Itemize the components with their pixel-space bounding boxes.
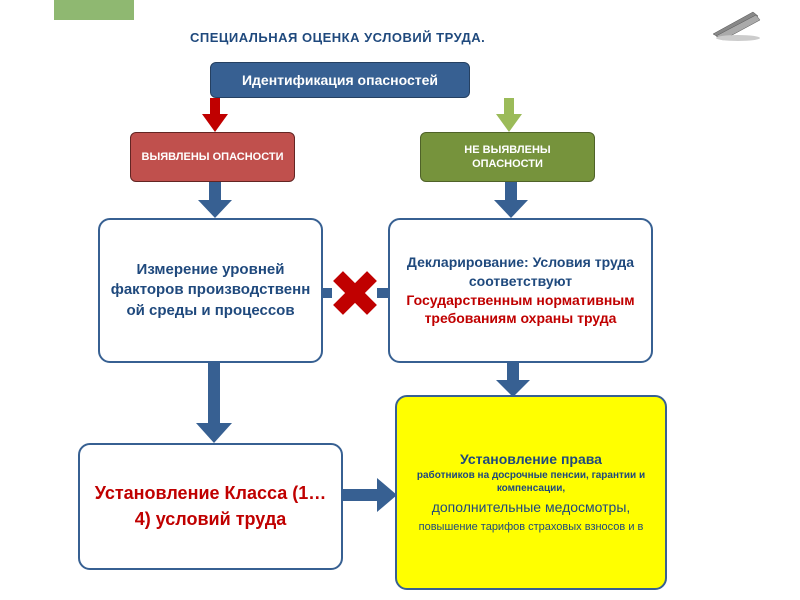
measure-text: Измерение уровней факторов производствен… bbox=[110, 260, 311, 321]
class-text: Установление Класса (1…4) условий труда bbox=[90, 481, 331, 531]
page-title: СПЕЦИАЛЬНАЯ ОЦЕНКА УСЛОВИЙ ТРУДА. bbox=[190, 30, 485, 45]
rights-title: Установление права bbox=[460, 451, 602, 469]
declare-bottom-text: Государственным нормативным требованиям … bbox=[402, 291, 639, 329]
rights-line3: повышение тарифов страховых взносов и в bbox=[419, 521, 644, 535]
arrow-blue-right-icon bbox=[343, 478, 397, 512]
class-box: Установление Класса (1…4) условий труда bbox=[78, 443, 343, 570]
arrow-blue-down-to-rights-icon bbox=[496, 363, 530, 397]
top-accent bbox=[54, 0, 134, 20]
arrow-blue-down-left-icon bbox=[198, 182, 232, 218]
declare-box: Декларирование: Условия труда соответств… bbox=[388, 218, 653, 363]
rights-box: Установление права работников на досрочн… bbox=[395, 395, 667, 590]
stapler-icon bbox=[708, 2, 768, 42]
arrow-green-down-icon bbox=[494, 98, 524, 132]
hazards-identified-box: ВЫЯВЛЕНЫ ОПАСНОСТИ bbox=[130, 132, 295, 182]
arrow-blue-down-to-class-icon bbox=[196, 363, 232, 443]
cross-icon bbox=[332, 270, 377, 315]
rights-line2: дополнительные медосмотры, bbox=[432, 499, 631, 517]
hazards-not-identified-box: НЕ ВЫЯВЛЕНЫ ОПАСНОСТИ bbox=[420, 132, 595, 182]
header-box: Идентификация опасностей bbox=[210, 62, 470, 98]
arrow-blue-down-right-icon bbox=[494, 182, 528, 218]
header-text: Идентификация опасностей bbox=[242, 72, 438, 88]
arrow-red-down-icon bbox=[200, 98, 230, 132]
rights-line1: работников на досрочные пенсии, гарантии… bbox=[409, 470, 653, 495]
declare-top-text: Декларирование: Условия труда соответств… bbox=[402, 253, 639, 291]
hazards-not-identified-text: НЕ ВЫЯВЛЕНЫ ОПАСНОСТИ bbox=[431, 143, 584, 172]
measure-box: Измерение уровней факторов производствен… bbox=[98, 218, 323, 363]
hazards-identified-text: ВЫЯВЛЕНЫ ОПАСНОСТИ bbox=[142, 150, 284, 164]
